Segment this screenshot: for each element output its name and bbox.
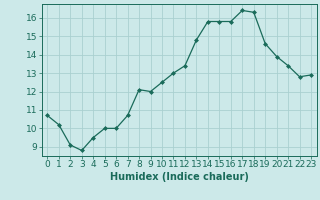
X-axis label: Humidex (Indice chaleur): Humidex (Indice chaleur) <box>110 172 249 182</box>
